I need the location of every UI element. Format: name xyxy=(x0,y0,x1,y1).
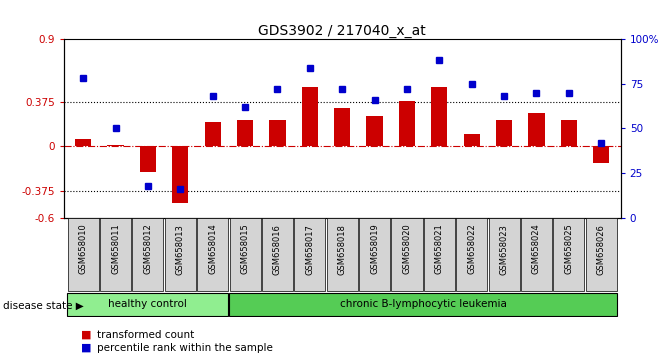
Bar xyxy=(488,218,519,291)
Bar xyxy=(132,218,164,291)
Title: GDS3902 / 217040_x_at: GDS3902 / 217040_x_at xyxy=(258,24,426,38)
Bar xyxy=(424,218,455,291)
Text: GSM658018: GSM658018 xyxy=(338,224,347,275)
Bar xyxy=(554,218,584,291)
Text: GSM658014: GSM658014 xyxy=(208,224,217,274)
Bar xyxy=(496,120,512,146)
Bar xyxy=(229,293,617,315)
Bar xyxy=(107,145,123,146)
Text: percentile rank within the sample: percentile rank within the sample xyxy=(97,343,273,353)
Text: GSM658012: GSM658012 xyxy=(144,224,152,274)
Bar xyxy=(359,218,390,291)
Bar xyxy=(334,108,350,146)
Text: GSM658017: GSM658017 xyxy=(305,224,314,275)
Text: disease state ▶: disease state ▶ xyxy=(3,301,84,311)
Text: GSM658020: GSM658020 xyxy=(403,224,411,274)
Text: chronic B-lymphocytic leukemia: chronic B-lymphocytic leukemia xyxy=(340,299,507,309)
Bar xyxy=(327,218,358,291)
Bar xyxy=(262,218,293,291)
Text: ■: ■ xyxy=(81,343,91,353)
Bar xyxy=(205,122,221,146)
Bar xyxy=(456,218,487,291)
Text: GSM658021: GSM658021 xyxy=(435,224,444,274)
Text: GSM658011: GSM658011 xyxy=(111,224,120,274)
Bar xyxy=(593,146,609,163)
Text: GSM658025: GSM658025 xyxy=(564,224,573,274)
Bar xyxy=(172,146,189,204)
Text: GSM658026: GSM658026 xyxy=(597,224,606,275)
Bar xyxy=(528,113,545,146)
Text: GSM658023: GSM658023 xyxy=(500,224,509,275)
Bar xyxy=(100,218,131,291)
Bar xyxy=(197,218,228,291)
Text: transformed count: transformed count xyxy=(97,330,195,339)
Bar xyxy=(165,218,196,291)
Bar xyxy=(586,218,617,291)
Text: GSM658022: GSM658022 xyxy=(467,224,476,274)
Bar xyxy=(68,218,99,291)
Bar xyxy=(391,218,423,291)
Bar xyxy=(140,146,156,172)
Text: GSM658015: GSM658015 xyxy=(241,224,250,274)
Bar xyxy=(269,120,286,146)
Text: GSM658010: GSM658010 xyxy=(79,224,88,274)
Text: GSM658024: GSM658024 xyxy=(532,224,541,274)
Bar xyxy=(295,218,325,291)
Bar xyxy=(464,134,480,146)
Bar xyxy=(67,293,228,315)
Bar xyxy=(75,139,91,146)
Bar xyxy=(431,87,448,146)
Text: GSM658019: GSM658019 xyxy=(370,224,379,274)
Bar xyxy=(366,116,382,146)
Text: healthy control: healthy control xyxy=(109,299,187,309)
Text: GSM658013: GSM658013 xyxy=(176,224,185,275)
Bar xyxy=(229,218,260,291)
Bar xyxy=(521,218,552,291)
Text: ■: ■ xyxy=(81,330,91,339)
Bar xyxy=(561,120,577,146)
Bar xyxy=(237,120,253,146)
Bar xyxy=(399,101,415,146)
Bar xyxy=(302,87,318,146)
Text: GSM658016: GSM658016 xyxy=(273,224,282,275)
